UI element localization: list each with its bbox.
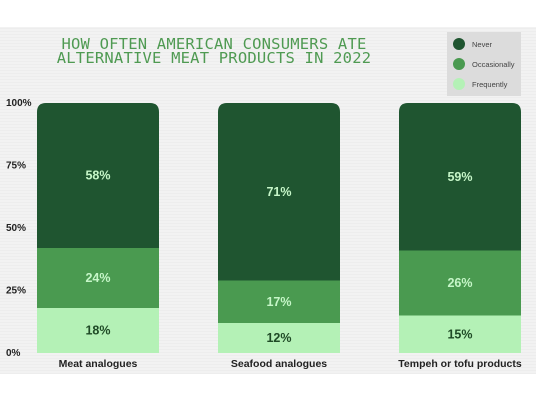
y-tick-label: 25% (6, 286, 26, 297)
y-tick-label: 75% (6, 161, 26, 172)
bar-segment-never (37, 103, 159, 248)
legend-label: Frequently (472, 79, 508, 89)
x-category-label: Meat analogues (59, 358, 138, 370)
bar-segment-frequently (218, 323, 340, 353)
data-label: 18% (85, 324, 110, 338)
bar-segment-never (218, 103, 340, 281)
chart-title: HOW OFTEN AMERICAN CONSUMERS ATE ALTERNA… (24, 35, 404, 67)
data-label: 12% (266, 331, 291, 345)
data-label: 59% (447, 170, 472, 184)
bar-segment-occasionally (218, 280, 340, 323)
data-label: 17% (266, 295, 291, 309)
bar-segment-occasionally (399, 250, 521, 316)
legend-label: Occasionally (472, 59, 515, 69)
x-category-label: Tempeh or tofu products (398, 358, 522, 370)
data-label: 15% (447, 327, 472, 341)
chart-title-line-2: ALTERNATIVE MEAT PRODUCTS IN 2022 (56, 49, 372, 67)
legend-swatch (453, 38, 465, 50)
chart-legend: Never Occasionally Frequently (447, 32, 521, 96)
legend-label: Never (472, 39, 493, 49)
bar-segment-never (399, 103, 521, 251)
legend-swatch (453, 58, 465, 70)
bar-segment-frequently (37, 308, 159, 353)
data-label: 71% (266, 185, 291, 199)
legend-item-occasionally: Occasionally (453, 57, 515, 71)
legend-item-frequently: Frequently (453, 77, 507, 91)
data-label: 24% (85, 271, 110, 285)
y-tick-label: 50% (6, 223, 26, 234)
x-category-label: Seafood analogues (231, 358, 327, 370)
y-tick-label: 0% (6, 348, 21, 359)
data-label: 58% (85, 169, 110, 183)
y-tick-label: 100% (6, 98, 32, 109)
bar-segment-frequently (399, 315, 521, 353)
bar-segment-occasionally (37, 248, 159, 308)
legend-item-never: Never (453, 37, 492, 51)
chart-title-line-1: HOW OFTEN AMERICAN CONSUMERS ATE (61, 35, 367, 53)
legend-swatch (453, 78, 465, 90)
data-label: 26% (447, 276, 472, 290)
